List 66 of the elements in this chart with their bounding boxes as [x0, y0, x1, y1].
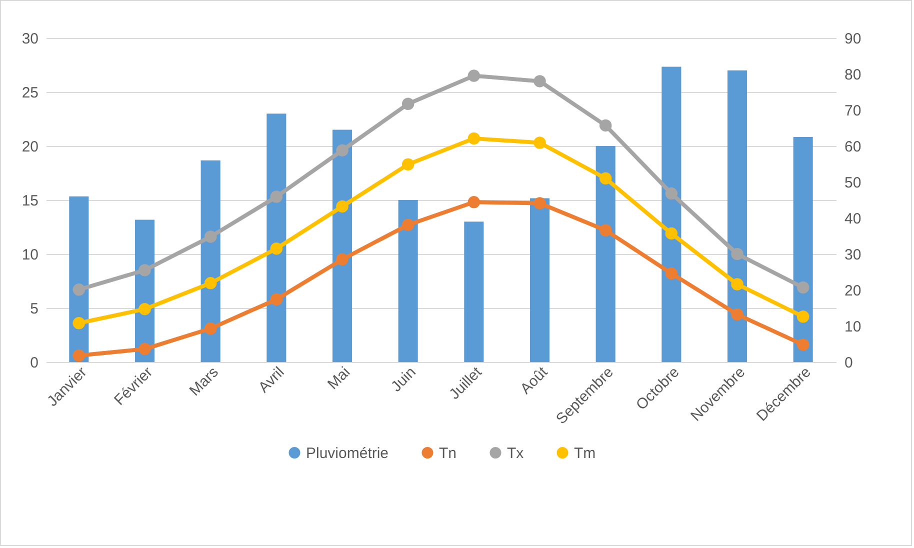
y-tick-label: 10 [22, 246, 38, 264]
point [138, 302, 151, 316]
y2-tick-label: 30 [844, 246, 862, 264]
point [72, 317, 86, 330]
bar [793, 137, 813, 362]
bar [464, 222, 484, 362]
y2-tick-label: 80 [844, 66, 862, 84]
bar [727, 70, 748, 362]
point [468, 132, 480, 145]
y-tick-label: 5 [30, 300, 38, 318]
point [731, 248, 744, 260]
y2-tick-label: 50 [844, 174, 862, 192]
y-tick-label: 0 [30, 354, 38, 372]
point [534, 75, 546, 88]
x-tick-label: Juin [388, 364, 420, 396]
point [336, 200, 348, 213]
point [336, 144, 348, 156]
x-tick-label: Mai [324, 364, 354, 393]
point [270, 293, 283, 306]
point [599, 224, 612, 236]
y-tick-label: 25 [22, 84, 38, 102]
point [796, 338, 810, 351]
point [665, 187, 678, 200]
point [665, 227, 678, 240]
point [204, 230, 217, 243]
legend-label: Pluviométrie [306, 444, 389, 462]
point [270, 242, 283, 255]
point [468, 196, 480, 208]
point [534, 197, 546, 210]
y-tick-label: 15 [22, 192, 38, 210]
y2-tick-label: 60 [844, 138, 862, 156]
point [402, 158, 414, 170]
point [665, 267, 678, 280]
y-tick-label: 20 [22, 138, 38, 156]
point [204, 277, 217, 290]
y2-tick-label: 40 [844, 210, 862, 228]
bar [530, 198, 550, 362]
point [599, 172, 612, 185]
bar [596, 146, 616, 362]
legend-label: Tx [507, 444, 524, 462]
point [336, 253, 348, 266]
point [599, 119, 612, 132]
point [468, 70, 480, 82]
y-tick-label: 30 [22, 30, 38, 48]
legend-label: Tm [574, 444, 596, 462]
point [796, 310, 810, 323]
point [402, 98, 414, 110]
bar [662, 66, 682, 362]
y2-tick-label: 0 [844, 354, 853, 372]
point [204, 322, 217, 335]
point [731, 278, 744, 290]
legend-label: Tn [439, 444, 457, 462]
point [72, 284, 86, 296]
y2-tick-label: 10 [844, 318, 862, 336]
point [138, 342, 151, 356]
point [534, 136, 546, 149]
point [138, 264, 151, 276]
y2-tick-label: 90 [844, 30, 862, 48]
point [796, 281, 810, 294]
y2-tick-label: 70 [844, 102, 862, 120]
point [270, 190, 283, 203]
point [731, 308, 744, 321]
bar [398, 200, 418, 362]
y2-tick-label: 20 [844, 282, 862, 300]
point [402, 218, 414, 231]
point [72, 349, 86, 362]
